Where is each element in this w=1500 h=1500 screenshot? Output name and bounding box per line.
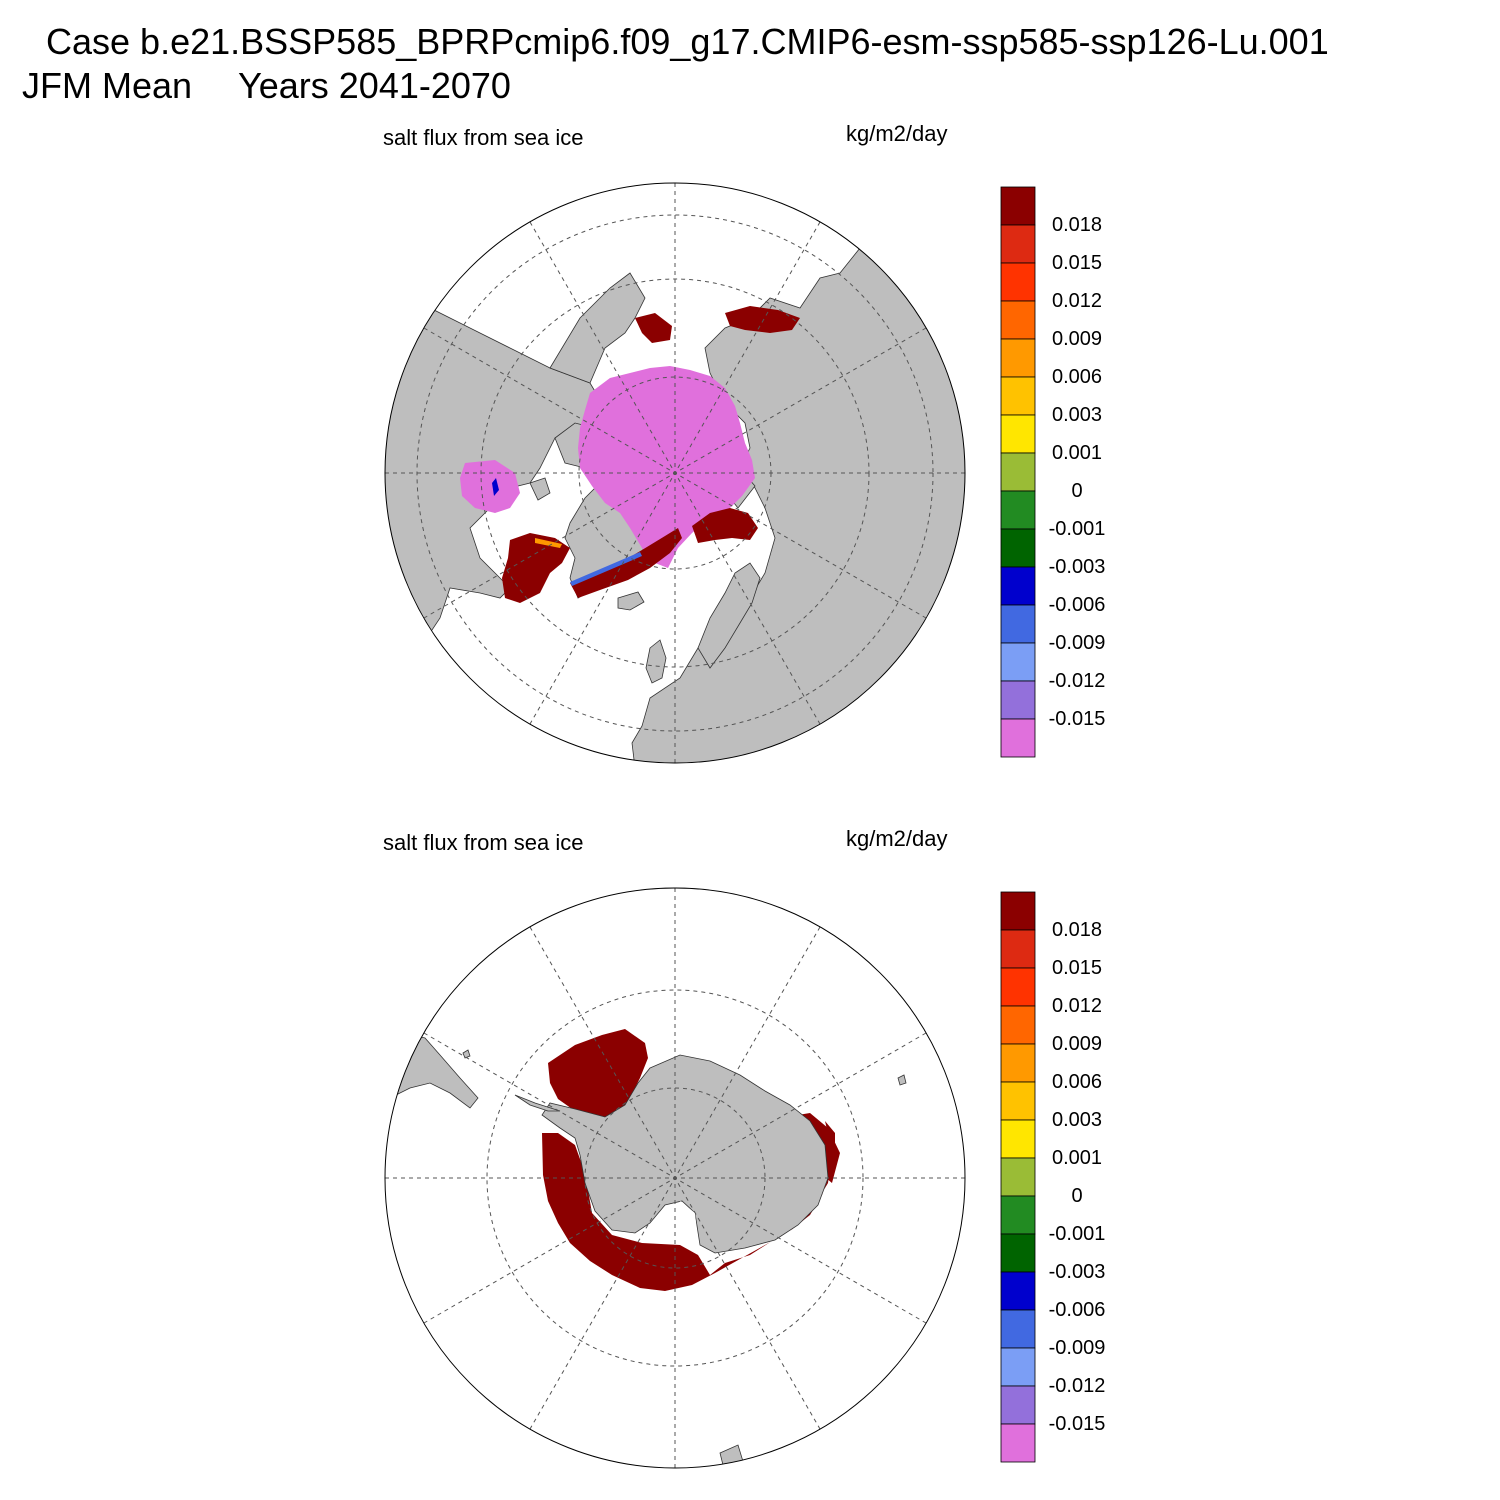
east-antarctic-edge <box>798 1113 840 1183</box>
south-colorbar-box <box>1000 1309 1036 1349</box>
south-colorbar-tick-label: -0.012 <box>1048 1375 1106 1397</box>
north-colorbar-tick-label: 0 <box>1071 480 1083 502</box>
south-colorbar-tick-label: -0.003 <box>1048 1261 1106 1283</box>
north-colorbar-box <box>1000 376 1036 416</box>
south-units-label: kg/m2/day <box>846 826 948 851</box>
south-colorbar-tick-label: 0.006 <box>1051 1071 1103 1093</box>
south-colorbar-box <box>1000 1157 1036 1197</box>
south-colorbar-tick-label: 0.015 <box>1051 957 1103 979</box>
south-colorbar-tick-label: 0.009 <box>1051 1033 1103 1055</box>
south-colorbar-tick-label: -0.006 <box>1048 1299 1106 1321</box>
iceland <box>617 591 645 611</box>
north-colorbar-box <box>1000 300 1036 340</box>
north-colorbar-box <box>1000 566 1036 606</box>
south-variable-label: salt flux from sea ice <box>383 830 584 855</box>
south-colorbar-tick-label: 0.018 <box>1051 919 1103 941</box>
north-colorbar-tick-label: 0.018 <box>1051 214 1103 236</box>
north-colorbar-tick-label: -0.015 <box>1048 708 1106 730</box>
south-colorbar-box <box>1000 1005 1036 1045</box>
north-colorbar-tick-label: 0.012 <box>1051 290 1103 312</box>
period-title: JFM Mean Years 2041-2070 <box>22 66 511 106</box>
south-colorbar-box <box>1000 1271 1036 1311</box>
north-colorbar-tick-label: 0.006 <box>1051 366 1103 388</box>
north-colorbar-box <box>1000 718 1036 758</box>
south-colorbar-tick-label: 0.001 <box>1051 1147 1103 1169</box>
scandinavia <box>697 562 761 669</box>
barents-sea-ice <box>692 508 758 543</box>
north-colorbar-tick-label: 0.009 <box>1051 328 1103 350</box>
south-colorbar-box <box>1000 1233 1036 1273</box>
north-colorbar-box <box>1000 642 1036 682</box>
greenland-east-ice <box>570 528 682 598</box>
years-label: Years 2041-2070 <box>238 65 511 106</box>
okhotsk-sea-ice <box>725 306 800 333</box>
south-colorbar-tick-label: -0.001 <box>1048 1223 1106 1245</box>
north-polar-map <box>384 182 966 764</box>
south-colorbar-box <box>1000 891 1036 931</box>
case-title: Case b.e21.BSSP585_BPRPcmip6.f09_g17.CMI… <box>46 21 1329 62</box>
north-colorbar-tick-label: 0.015 <box>1051 252 1103 274</box>
north-colorbar-box <box>1000 604 1036 644</box>
north-colorbar-tick-label: 0.001 <box>1051 442 1103 464</box>
south-colorbar <box>1000 891 1036 1463</box>
south-colorbar-tick-label: 0.003 <box>1051 1109 1103 1131</box>
north-colorbar-box <box>1000 262 1036 302</box>
bering-sea-ice <box>635 313 672 343</box>
antarctic-peninsula <box>514 1094 561 1112</box>
british-isles <box>645 639 667 684</box>
ross-sea-opening <box>675 1201 698 1245</box>
north-colorbar-box <box>1000 338 1036 378</box>
north-colorbar-tick-label: 0.003 <box>1051 404 1103 426</box>
south-colorbar-tick-label: 0.012 <box>1051 995 1103 1017</box>
north-colorbar-box <box>1000 490 1036 530</box>
ice-edge-orange <box>535 538 562 548</box>
south-colorbar-box <box>1000 1347 1036 1387</box>
south-polar-map <box>384 887 966 1469</box>
north-colorbar <box>1000 186 1036 758</box>
north-colorbar-tick-label: -0.012 <box>1048 670 1106 692</box>
south-colorbar-box <box>1000 1423 1036 1463</box>
season-label: JFM Mean <box>22 65 193 106</box>
north-colorbar-tick-label: -0.003 <box>1048 556 1106 578</box>
alaska <box>549 272 646 384</box>
weddell-sea-ice <box>548 1029 648 1119</box>
north-colorbar-tick-label: -0.006 <box>1048 594 1106 616</box>
north-colorbar-tick-label: -0.001 <box>1048 518 1106 540</box>
north-colorbar-tick-label: -0.009 <box>1048 632 1106 654</box>
south-colorbar-tick-label: -0.015 <box>1048 1413 1106 1435</box>
south-colorbar-tick-label: 0 <box>1071 1185 1083 1207</box>
north-units-label: kg/m2/day <box>846 121 948 146</box>
labrador-sea-ice <box>502 533 570 603</box>
north-colorbar-box <box>1000 186 1036 226</box>
south-colorbar-tick-label: -0.009 <box>1048 1337 1106 1359</box>
south-colorbar-box <box>1000 1043 1036 1083</box>
south-colorbar-box <box>1000 1195 1036 1235</box>
north-variable-label: salt flux from sea ice <box>383 125 584 150</box>
antarctic-ice-ring <box>542 1121 835 1291</box>
ice-edge-blue <box>570 552 642 586</box>
labrador-negative-edge <box>492 478 499 496</box>
north-colorbar-box <box>1000 528 1036 568</box>
